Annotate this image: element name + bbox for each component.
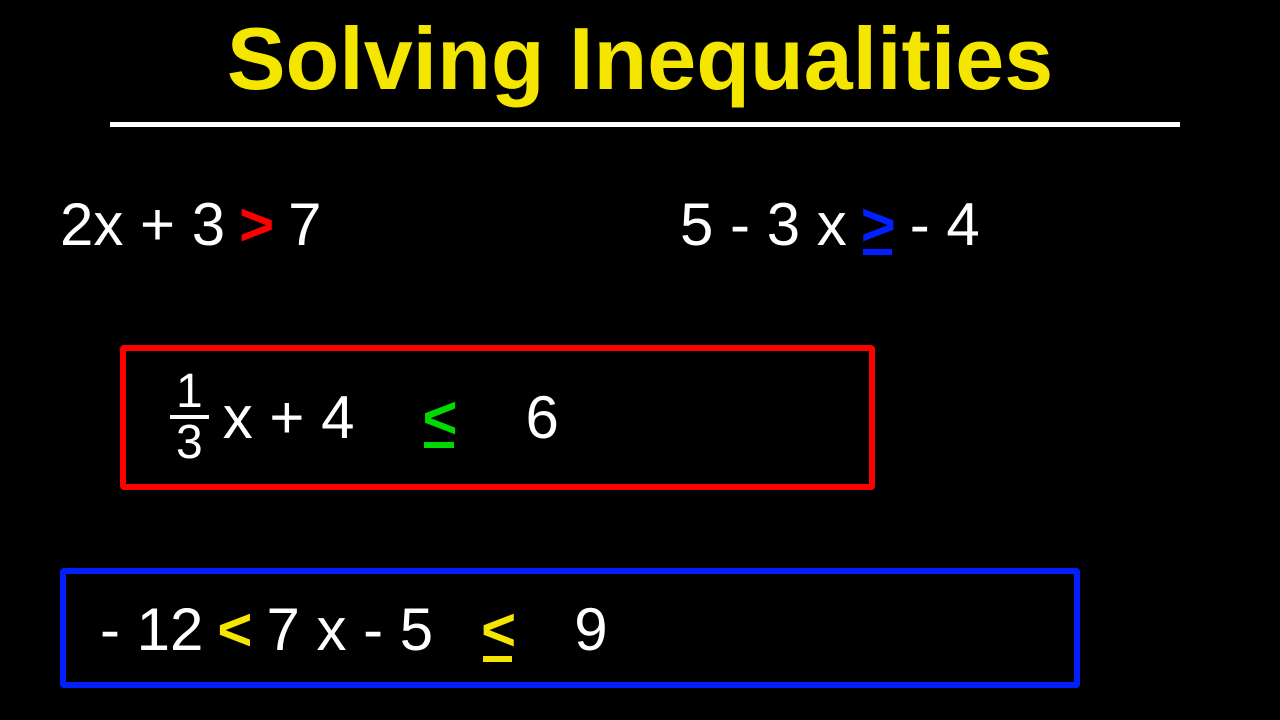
eq2-operator: > [861,190,896,259]
eq3-operator: < [422,383,457,452]
eq3-denominator: 3 [176,419,203,464]
eq3-numerator: 1 [170,370,209,419]
eq2-rhs: - 4 [910,190,980,259]
inequality-3: 1 3 x + 4 < 6 [170,370,559,464]
inequality-1: 2x + 3 > 7 [60,190,322,259]
eq2-lhs: 5 - 3 x [680,190,847,259]
eq4-operator-1: < [217,595,252,664]
eq4-p1: - 12 [100,595,203,664]
eq4-operator-2: < [481,595,516,664]
inequality-2: 5 - 3 x > - 4 [680,190,980,259]
eq1-lhs: 2x + 3 [60,190,225,259]
title-text: Solving Inequalities [227,9,1053,108]
inequality-4: - 12 < 7 x - 5 < 9 [100,595,608,664]
eq1-operator: > [239,190,274,259]
eq3-fraction: 1 3 [170,370,209,464]
eq3-mid: x + 4 [223,383,355,452]
eq4-p3: 9 [574,595,607,664]
eq1-rhs: 7 [288,190,321,259]
title-underline [110,122,1180,127]
page-title: Solving Inequalities [227,8,1053,110]
eq3-rhs: 6 [526,383,559,452]
eq4-p2: 7 x - 5 [266,595,433,664]
